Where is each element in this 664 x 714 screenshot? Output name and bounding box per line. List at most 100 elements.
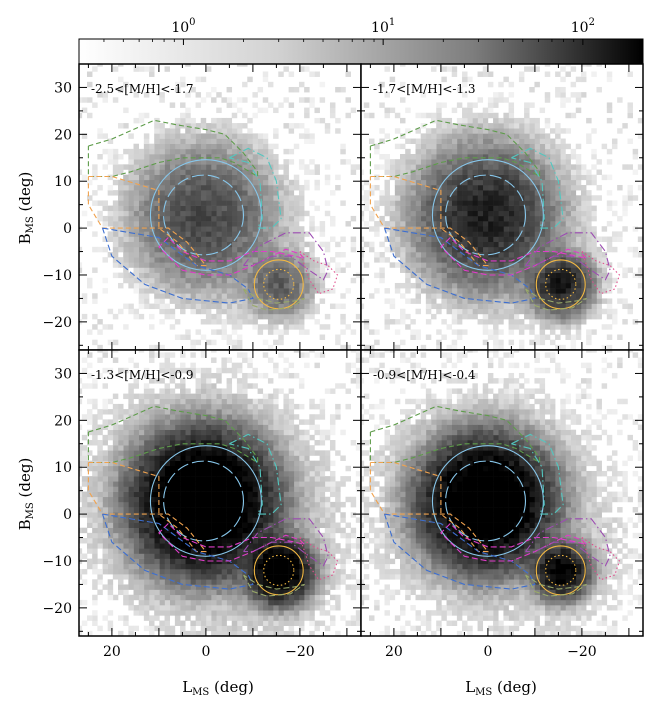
density-cell [293,615,300,621]
density-cell [267,538,274,544]
density-cell [195,215,202,222]
density-cell [329,102,336,108]
density-cell [487,159,494,165]
density-cell [123,81,129,88]
density-cell [431,138,437,145]
density-cell [575,226,582,232]
density-cell [205,568,212,575]
density-cell [226,308,233,315]
density-cell [420,148,427,155]
density-cell [118,236,124,242]
density-cell [273,133,279,139]
density-cell [293,226,300,232]
density-cell [580,319,587,325]
density-cell [575,236,582,242]
density-cell [278,599,284,606]
density-cell [102,277,108,284]
density-cell [355,164,361,170]
density-cell [467,215,473,222]
density-cell [415,221,421,227]
density-cell [539,195,546,201]
density-cell [431,252,437,258]
density-cell [544,71,551,77]
density-cell [482,277,489,284]
density-cell [617,215,623,222]
density-cell [304,532,310,539]
density-cell [138,288,145,294]
density-cell [513,133,520,139]
density-cell [257,205,264,212]
density-cell [340,236,346,242]
density-cell [221,584,227,590]
density-cell [231,434,238,441]
density-cell [508,200,515,206]
density-cell [529,195,535,201]
density-cell [200,195,207,201]
density-cell [293,455,300,461]
density-cell [102,215,108,222]
density-cell [236,398,243,405]
density-cell [283,288,289,294]
density-cell [493,303,499,310]
density-cell [252,272,258,279]
density-cell [309,267,315,273]
density-cell [252,538,258,544]
density-cell [508,282,515,289]
density-cell [79,262,83,268]
density-cell [262,558,269,565]
density-cell [606,200,613,206]
density-cell [216,159,222,165]
density-cell [247,210,253,217]
density-cell [257,558,264,565]
density-cell [487,241,494,248]
density-cell [195,195,202,201]
density-cell [472,143,478,150]
density-cell [267,148,274,155]
density-cell [410,200,416,206]
density-cell [247,148,253,155]
density-cell [267,262,274,268]
density-cell [627,138,633,145]
density-cell [149,143,155,150]
density-cell [472,112,478,119]
density-cell [324,538,331,544]
density-cell [304,262,310,268]
density-cell [513,210,520,217]
density-cell [211,403,217,410]
density-cell [231,610,238,616]
density-cell [384,184,390,191]
density-cell [508,324,515,330]
density-cell [544,334,551,340]
density-cell [508,117,515,124]
density-cell [580,303,587,310]
density-cell [226,470,233,477]
density-cell [534,210,540,217]
density-cell [252,625,258,632]
density-cell [252,605,258,611]
density-cell [606,303,613,310]
density-cell [273,630,279,636]
density-cell [549,267,556,273]
density-cell [314,288,320,294]
density-cell [575,154,582,160]
density-cell [288,615,295,621]
density-cell [467,277,473,284]
density-cell [231,308,238,315]
density-cell [329,424,336,431]
density-cell [247,133,253,139]
density-cell [534,298,540,304]
density-cell [314,568,320,575]
density-cell [622,210,628,217]
density-cell [149,154,155,160]
density-cell [257,257,264,263]
density-cell [231,512,238,518]
density-cell [288,584,295,590]
density-cell [226,476,233,482]
density-cell [252,190,258,196]
density-cell [425,148,432,155]
density-cell [632,252,639,258]
density-cell [415,252,421,258]
density-cell [190,226,196,232]
density-cell [400,241,406,248]
